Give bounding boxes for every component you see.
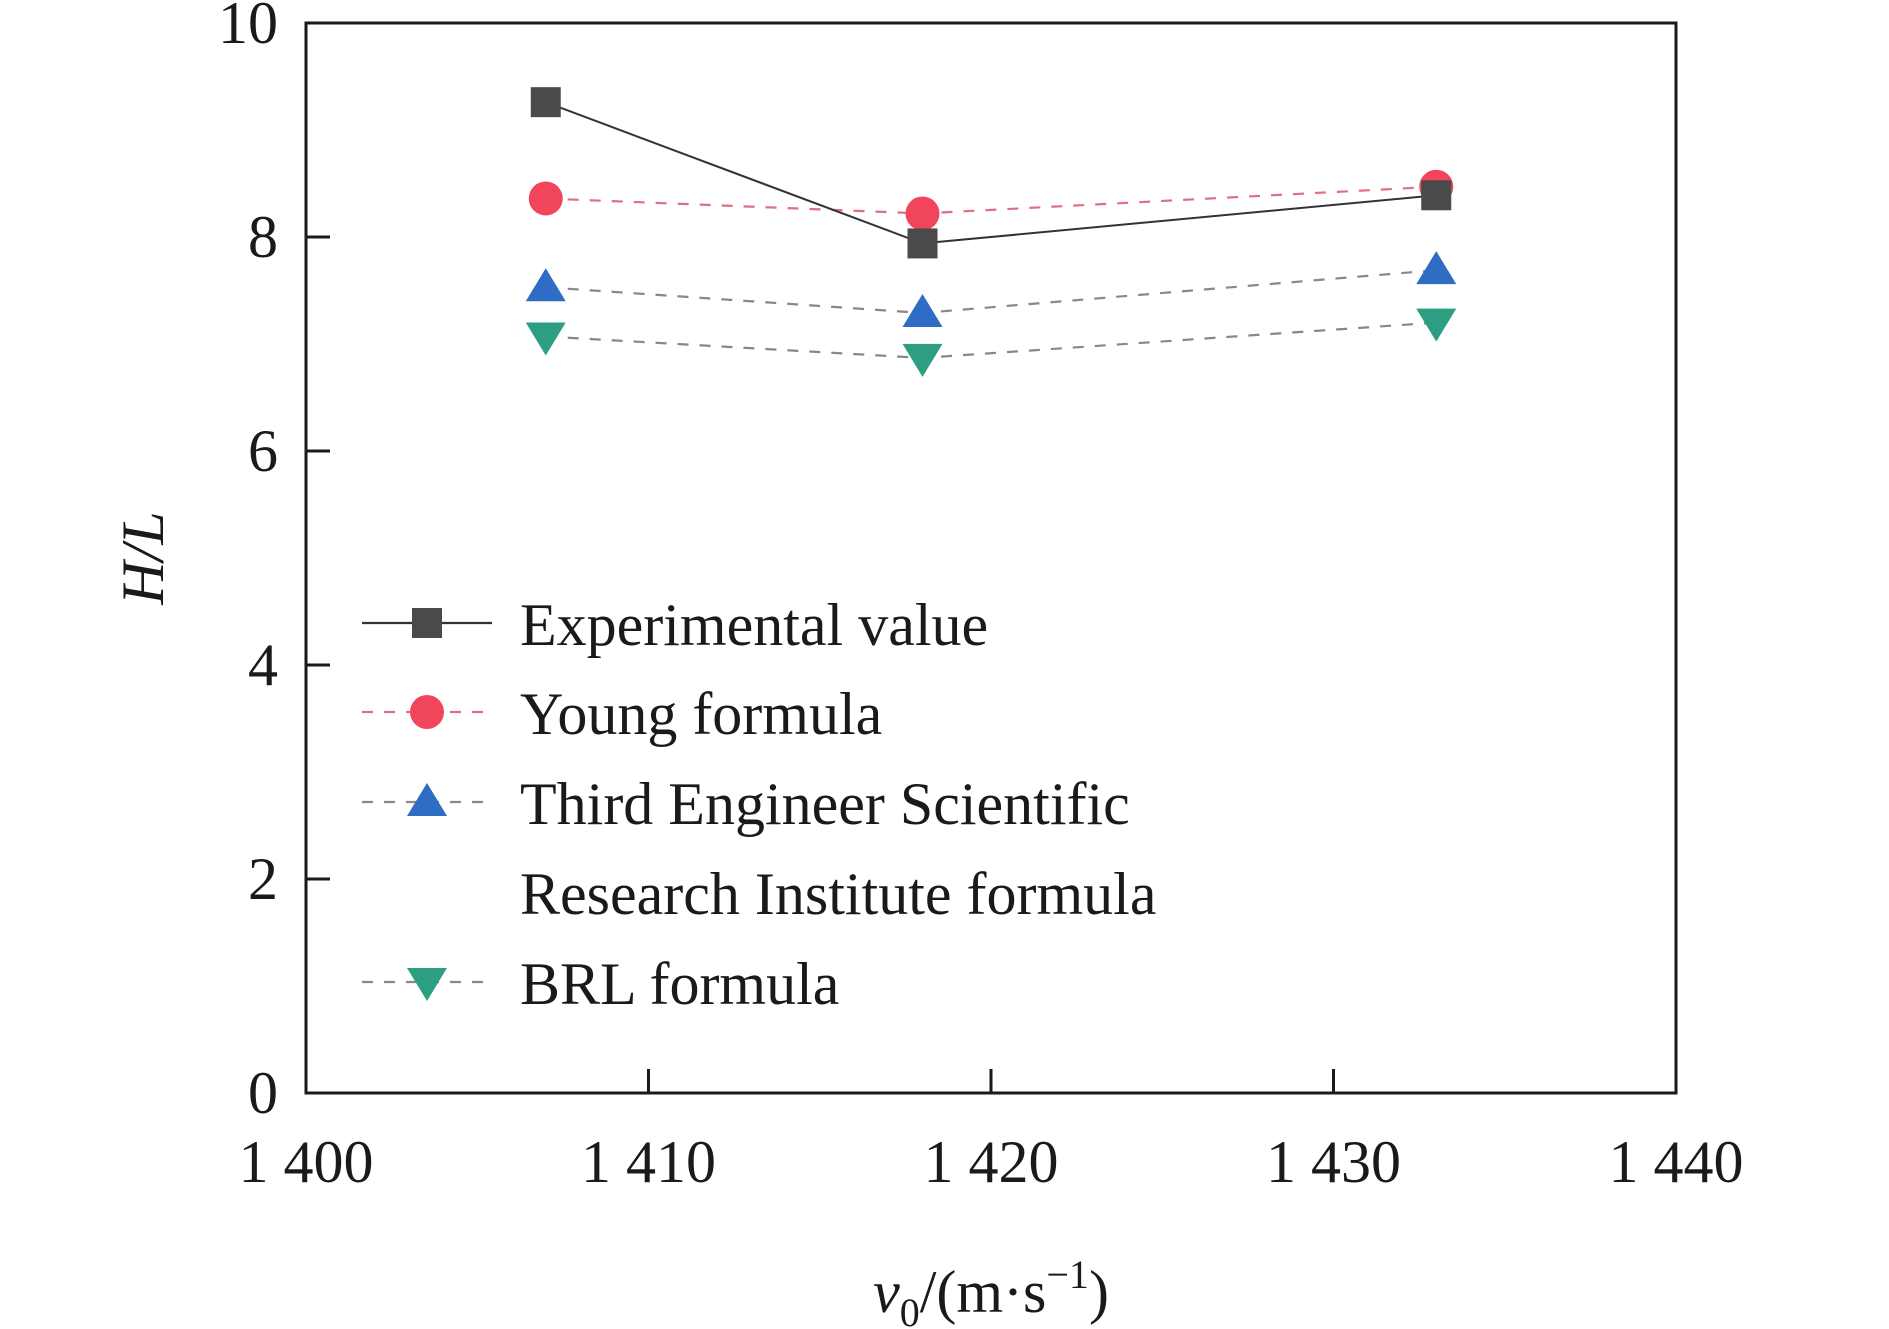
y-tick-label: 0: [248, 1060, 278, 1126]
legend-marker-2: [407, 783, 447, 816]
legend-label-1: Young formula: [520, 681, 882, 747]
x-tick-label: 1 420: [924, 1129, 1059, 1195]
legend: Experimental value Young formula Third Eng…: [362, 592, 1156, 1017]
legend-label-2: Third Engineer Scientific: [520, 771, 1130, 837]
series-line-3: [545, 321, 1437, 360]
series-line-0: [545, 101, 1437, 245]
x-axis-label-close: ): [1089, 1259, 1109, 1325]
data-point-2-1: [902, 293, 943, 327]
x-tick-label: 1 410: [581, 1129, 716, 1195]
plot-frame: [304, 21, 1678, 1095]
x-axis-label-unit: /(m·s: [920, 1259, 1047, 1325]
x-tick-label: 1 440: [1609, 1129, 1744, 1195]
x-axis-label: v0/(m·s−1): [873, 1252, 1109, 1329]
x-axis-label-base: v: [873, 1259, 900, 1325]
y-tick-label: 2: [248, 846, 278, 912]
x-axis-label-subscript: 0: [900, 1290, 920, 1329]
y-tick-label: 6: [248, 418, 278, 484]
data-point-0-0: [530, 87, 561, 118]
y-axis-label: H/L: [110, 511, 176, 605]
data-point-1-0: [528, 181, 563, 216]
y-tick-label: 8: [248, 204, 278, 270]
data-point-3-2: [1416, 308, 1457, 342]
y-tick-label: 4: [248, 632, 278, 698]
data-point-2-0: [525, 268, 566, 302]
y-tick-label: 10: [218, 0, 278, 56]
legend-marker-3: [407, 968, 447, 1001]
data-point-0-1: [907, 228, 938, 259]
x-tick-label: 1 400: [239, 1129, 374, 1195]
y-axis-ticks: 0 2 4 6 8 10: [218, 0, 330, 1126]
legend-label-0: Experimental value: [520, 592, 988, 658]
legend-label-3: BRL formula: [520, 951, 839, 1017]
legend-marker-0: [412, 608, 442, 638]
data-point-0-2: [1421, 180, 1452, 211]
data-point-3-0: [525, 322, 566, 356]
data-point-1-1: [905, 196, 940, 231]
legend-label-2: Research Institute formula: [520, 861, 1156, 927]
x-axis-ticks: 1 400 1 410 1 420 1 430 1 440: [239, 1069, 1744, 1195]
data-point-3-1: [902, 343, 943, 377]
data-point-2-2: [1416, 251, 1457, 285]
series-line-2: [545, 269, 1437, 315]
x-axis-label-superscript: −1: [1046, 1252, 1089, 1297]
series-line-1: [545, 185, 1437, 215]
legend-marker-1: [410, 695, 444, 729]
series-layer: [525, 87, 1457, 377]
x-tick-label: 1 430: [1266, 1129, 1401, 1195]
